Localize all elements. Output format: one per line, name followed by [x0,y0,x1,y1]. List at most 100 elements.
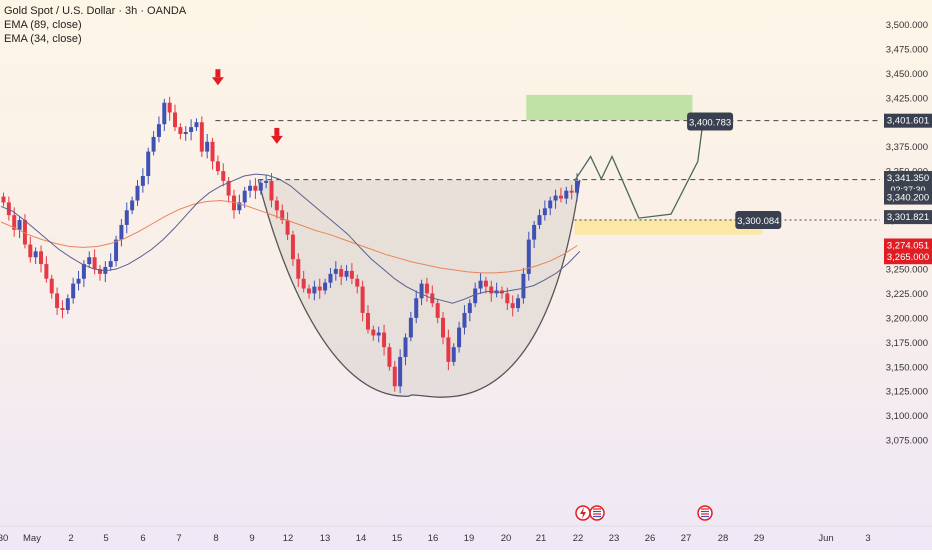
candle-body-79 [424,283,429,294]
candle-body-30 [162,102,167,125]
price-tag-label-4: 3,274.051 [887,240,929,251]
candle-body-71 [382,332,387,348]
candle-body-77 [414,298,419,318]
candle-body-10 [55,293,60,309]
candle-body-90 [483,280,488,287]
callout-box-1 [735,210,782,229]
x-tick-label: 29 [754,533,765,544]
price-tag-4 [884,238,932,253]
candle-body-18 [97,268,102,274]
projection-path [573,120,704,219]
candle-body-66 [355,278,360,287]
candle-body-5 [28,244,33,258]
lightning-glyph [580,507,586,519]
x-tick-label: 28 [718,533,729,544]
callout-label-0: 3,400.783 [689,117,731,128]
candle-body-101 [542,208,547,216]
candle-body-72 [387,347,392,367]
y-tick-label: 3,100.000 [886,411,928,422]
x-tick-label: 9 [249,533,254,544]
price-tag-label-3: 3,301.821 [887,212,929,223]
candle-body-53 [285,220,290,235]
candle-body-2 [12,215,17,230]
candle-body-86 [462,312,467,328]
candle-body-83 [446,337,451,362]
x-tick-label: 13 [320,533,331,544]
cup-fill [258,179,580,398]
candle-body-75 [403,337,408,357]
candle-body-103 [553,195,558,201]
candle-body-4 [22,220,27,245]
candle-body-38 [205,141,210,152]
candle-body-22 [119,224,124,240]
candle-body-39 [210,141,215,162]
candle-body-9 [49,278,54,294]
candle-body-32 [173,112,178,128]
candle-body-70 [376,332,381,336]
ema89-legend: EMA (89, close) [4,19,82,31]
candle-body-13 [71,283,76,299]
candle-body-51 [274,200,279,211]
x-tick-label: 22 [573,533,584,544]
candle-body-97 [521,273,526,299]
x-tick-label: 2 [68,533,73,544]
down-arrow-head-0 [211,77,224,86]
candle-body-68 [365,312,370,330]
candle-body-37 [199,122,204,152]
candle-body-63 [339,268,344,277]
candle-body-52 [280,210,285,221]
candle-body-25 [135,185,140,201]
candle-body-98 [526,239,531,274]
x-tick-label: 23 [609,533,620,544]
candle-body-50 [269,180,274,201]
x-tick-label: 12 [283,533,294,544]
candle-body-56 [301,278,306,289]
candle-body-36 [194,122,199,128]
candle-body-31 [167,102,172,113]
x-tick-label: 8 [213,533,218,544]
ema89-line [0,199,578,274]
candle-body-94 [505,293,510,304]
countdown-label: 02:37:30 [890,185,925,195]
us-flag-icon [589,505,605,521]
candle-body-47 [253,185,258,191]
x-tick-label: 6 [140,533,145,544]
candle-body-95 [510,303,515,309]
candle-body-24 [130,200,135,211]
candle-body-91 [489,286,494,294]
x-tick-label: May [23,533,41,544]
x-tick-label: Jun [818,533,833,544]
candle-body-26 [140,176,145,186]
candle-body-55 [296,259,301,279]
candle-body-29 [156,124,161,137]
y-tick-label: 3,500.000 [886,20,928,31]
price-tag-label-2: 3,340.200 [887,193,929,204]
symbol-title: Gold Spot / U.S. Dollar · 3h · OANDA [4,5,187,17]
candle-body-59 [317,286,322,291]
candle-body-15 [81,264,86,279]
candle-body-106 [569,190,574,193]
candle-body-54 [290,234,295,260]
x-tick-label: 16 [428,533,439,544]
candle-body-76 [408,317,413,338]
candle-body-65 [349,270,354,279]
candle-body-69 [371,329,376,336]
candle-body-84 [451,347,456,362]
down-arrow-head-1 [270,135,283,144]
candle-body-27 [146,151,151,177]
candle-body-89 [478,280,483,289]
cup-outline [257,179,581,398]
x-tick-label: 15 [392,533,403,544]
x-tick-label: 3 [865,533,870,544]
candle-body-35 [189,127,194,133]
entry-zone [574,219,763,235]
price-tag-3 [884,210,932,225]
candle-body-33 [178,127,183,134]
candle-body-107 [575,180,580,193]
candle-body-7 [39,251,44,265]
candle-body-14 [76,278,81,284]
candle-body-64 [344,270,349,277]
candle-body-57 [307,288,312,294]
